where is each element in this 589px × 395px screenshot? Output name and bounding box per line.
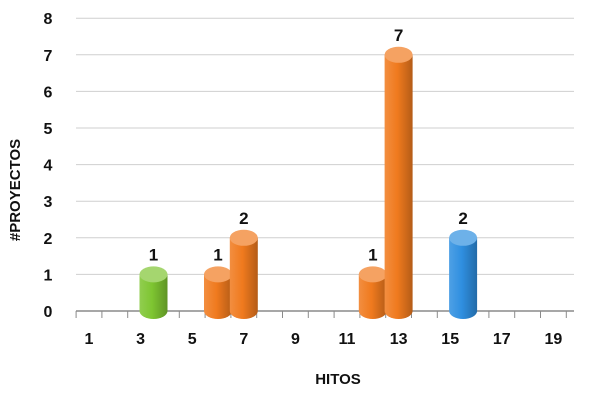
x-tick-label: 15 xyxy=(441,331,459,348)
data-label: 2 xyxy=(239,209,248,228)
bar-body xyxy=(384,54,413,320)
y-tick-label: 0 xyxy=(44,304,53,321)
x-tick-label: 1 xyxy=(85,331,94,348)
x-tick-label: 19 xyxy=(545,331,563,348)
data-label: 7 xyxy=(394,26,403,45)
y-tick-labels: 0 1 2 3 4 5 6 7 8 xyxy=(44,11,53,321)
x-tick-label: 9 xyxy=(291,331,300,348)
bar xyxy=(229,229,258,319)
bar xyxy=(358,266,387,319)
x-tick-label: 11 xyxy=(339,331,356,348)
y-tick-label: 4 xyxy=(44,158,53,175)
y-tick-label: 7 xyxy=(44,48,53,65)
bar-top xyxy=(449,229,478,246)
bar-body xyxy=(229,237,258,319)
bar-top xyxy=(139,266,168,283)
x-tick-label: 7 xyxy=(239,331,248,348)
x-tick-label: 3 xyxy=(136,331,145,348)
y-axis-title: #PROYECTOS xyxy=(7,139,24,241)
bars xyxy=(139,46,478,320)
y-tick-label: 3 xyxy=(44,194,53,211)
data-label: 2 xyxy=(458,209,467,228)
bar-body xyxy=(139,274,168,319)
x-tick-label: 5 xyxy=(188,331,197,348)
bar xyxy=(139,266,168,319)
x-tick-label: 17 xyxy=(493,331,511,348)
bar-top xyxy=(204,266,232,283)
y-tick-label: 2 xyxy=(44,231,53,248)
data-label: 1 xyxy=(149,245,158,264)
y-tick-label: 8 xyxy=(44,11,53,28)
bar xyxy=(384,46,413,320)
bar-top xyxy=(358,266,387,283)
bar xyxy=(204,266,232,319)
x-tick-label: 13 xyxy=(390,331,408,348)
y-tick-label: 5 xyxy=(44,121,53,138)
bar-body xyxy=(358,274,387,319)
y-tick-label: 6 xyxy=(44,84,53,101)
x-axis-title: HITOS xyxy=(315,371,361,388)
bar-body xyxy=(449,237,478,319)
bar-body xyxy=(204,274,232,319)
data-label: 1 xyxy=(368,245,377,264)
bar-top xyxy=(229,229,258,246)
data-label: 1 xyxy=(213,245,222,264)
y-tick-label: 1 xyxy=(44,267,53,284)
x-tick-labels: 1 3 5 7 9 11 13 15 17 19 xyxy=(85,331,563,348)
bar xyxy=(449,229,478,319)
bar-top xyxy=(384,46,413,63)
